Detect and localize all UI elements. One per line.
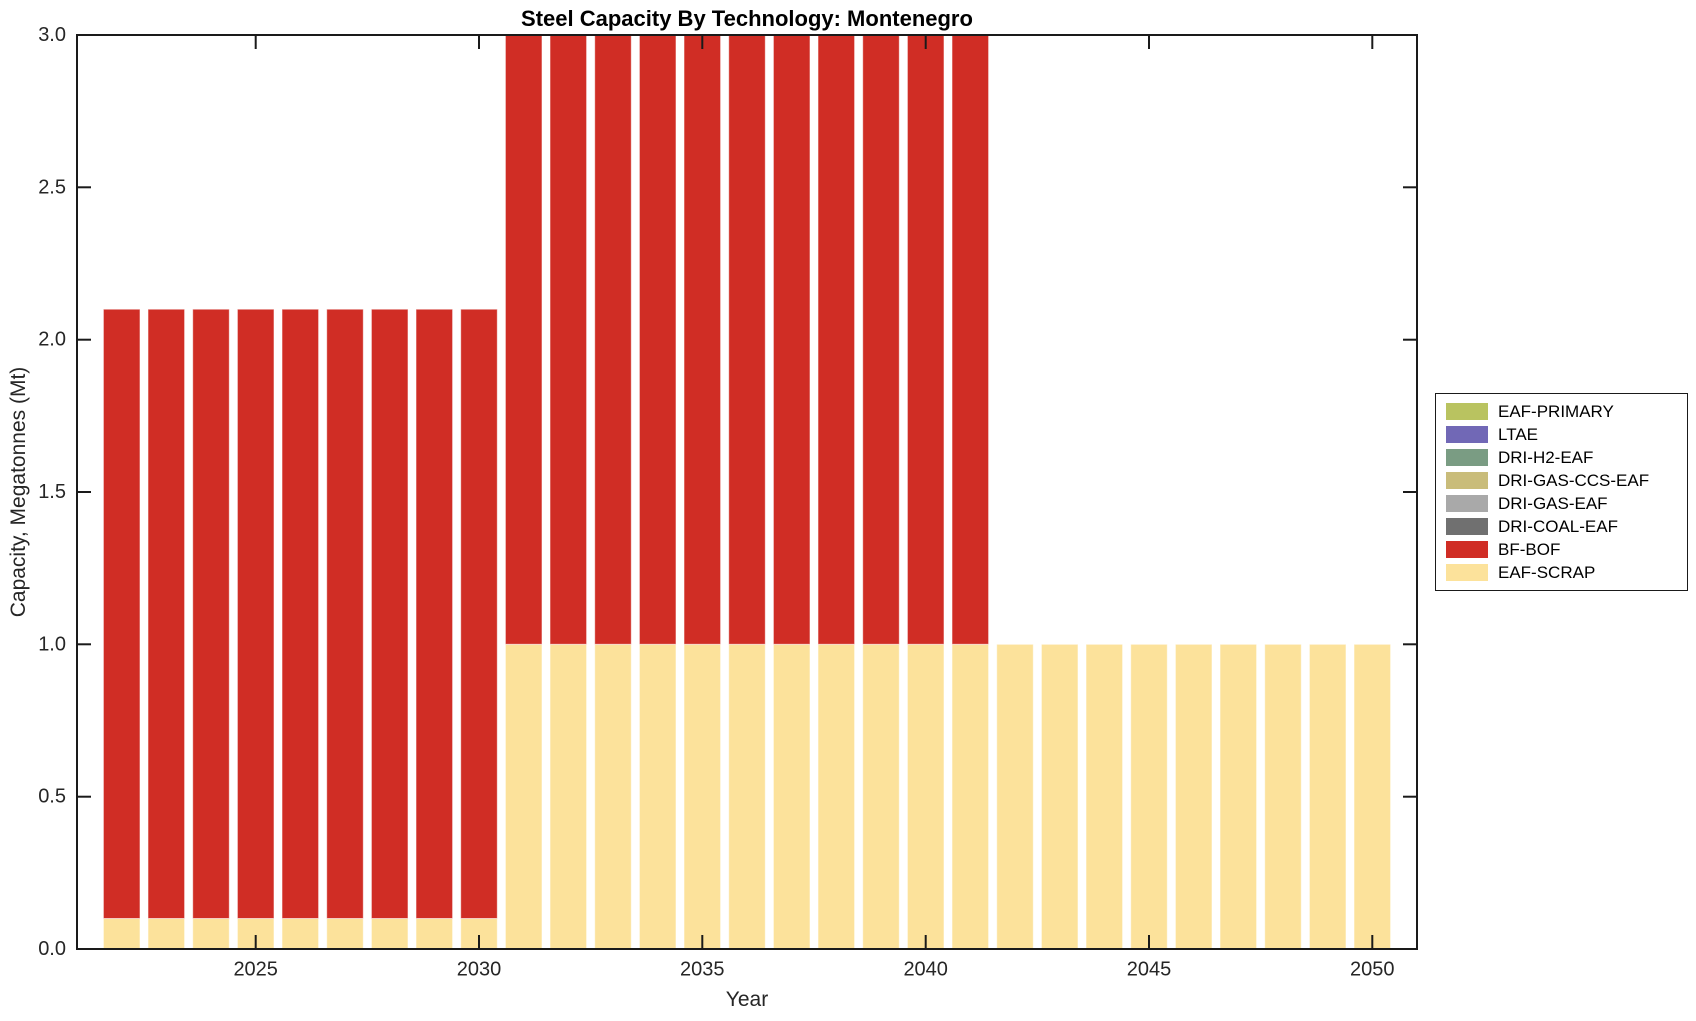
y-axis-label: Capacity, Megatonnes (Mt) (7, 366, 30, 618)
legend-swatch (1446, 426, 1488, 443)
bar-segment-EAF-SCRAP-2034 (638, 643, 677, 950)
legend-label: DRI-H2-EAF (1498, 448, 1594, 467)
legend-item-DRI-GAS-CCS-EAF: DRI-GAS-CCS-EAF (1446, 472, 1677, 489)
bar-segment-BF-BOF-2033 (594, 34, 632, 645)
y-tick-label: 1.0 (38, 633, 66, 655)
bar-segment-EAF-SCRAP-2046 (1174, 643, 1213, 950)
bar-segment-BF-BOF-2031 (504, 34, 543, 645)
y-tick-label: 2.0 (38, 329, 66, 351)
y-tick-label: 3.0 (38, 24, 66, 46)
bar-segment-BF-BOF-2028 (370, 308, 409, 919)
bar-segment-BF-BOF-2035 (683, 34, 722, 645)
bar-segment-EAF-SCRAP-2039 (862, 643, 900, 950)
legend-swatch (1446, 495, 1488, 512)
bar-segment-BF-BOF-2029 (415, 308, 454, 919)
bar-segment-EAF-SCRAP-2032 (549, 643, 588, 950)
bar-segment-EAF-SCRAP-2045 (1130, 643, 1168, 950)
bar-segment-EAF-SCRAP-2023 (147, 918, 186, 950)
bar-segment-EAF-SCRAP-2038 (817, 643, 856, 950)
legend-label: DRI-GAS-CCS-EAF (1498, 471, 1650, 490)
legend-swatch (1446, 449, 1488, 466)
legend-swatch (1446, 518, 1488, 535)
bar-segment-BF-BOF-2025 (236, 308, 275, 919)
legend-swatch (1446, 541, 1488, 558)
bar-segment-EAF-SCRAP-2049 (1308, 643, 1347, 950)
x-tick-label: 2050 (1350, 959, 1395, 981)
bar-segment-BF-BOF-2041 (951, 34, 990, 645)
legend-item-DRI-GAS-EAF: DRI-GAS-EAF (1446, 495, 1677, 512)
x-tick-label: 2025 (233, 959, 278, 981)
legend-item-EAF-SCRAP: EAF-SCRAP (1446, 564, 1677, 581)
bar-segment-BF-BOF-2032 (549, 34, 588, 645)
legend-item-EAF-PRIMARY: EAF-PRIMARY (1446, 403, 1677, 420)
x-axis-label: Year (725, 988, 769, 1011)
bar-segment-EAF-SCRAP-2040 (906, 643, 945, 950)
legend-label: DRI-GAS-EAF (1498, 494, 1608, 513)
bar-segment-BF-BOF-2027 (326, 308, 364, 919)
bar-segment-BF-BOF-2026 (281, 308, 320, 919)
bar-segment-BF-BOF-2034 (638, 34, 677, 645)
chart-title: Steel Capacity By Technology: Montenegro (521, 6, 973, 31)
legend-label: LTAE (1498, 425, 1538, 444)
bar-segment-EAF-SCRAP-2050 (1353, 643, 1392, 950)
legend-label: EAF-SCRAP (1498, 563, 1596, 582)
bar-segment-BF-BOF-2030 (460, 308, 498, 919)
bar-segment-EAF-SCRAP-2035 (683, 643, 722, 950)
x-tick-label: 2040 (903, 959, 948, 981)
y-tick-label: 0.5 (38, 786, 66, 808)
legend-swatch (1446, 403, 1488, 420)
legend-label: EAF-PRIMARY (1498, 402, 1614, 421)
bar-segment-EAF-SCRAP-2028 (370, 918, 409, 950)
bar-segment-EAF-SCRAP-2043 (1040, 643, 1079, 950)
bar-segment-EAF-SCRAP-2036 (728, 643, 766, 950)
bar-segment-BF-BOF-2036 (728, 34, 766, 645)
legend-swatch (1446, 564, 1488, 581)
bar-segment-EAF-SCRAP-2033 (594, 643, 632, 950)
bar-segment-EAF-SCRAP-2037 (772, 643, 811, 950)
y-tick-label: 0.0 (38, 938, 66, 960)
bar-segment-BF-BOF-2040 (906, 34, 945, 645)
legend-swatch (1446, 472, 1488, 489)
bar-segment-EAF-SCRAP-2031 (504, 643, 543, 950)
bar-segment-EAF-SCRAP-2041 (951, 643, 990, 950)
y-tick-label: 1.5 (38, 481, 66, 503)
bar-segment-EAF-SCRAP-2042 (996, 643, 1034, 950)
bar-segment-EAF-SCRAP-2044 (1085, 643, 1124, 950)
bar-segment-EAF-SCRAP-2022 (102, 918, 141, 950)
bar-segment-BF-BOF-2038 (817, 34, 856, 645)
bar-segment-EAF-SCRAP-2026 (281, 918, 320, 950)
bar-segment-EAF-SCRAP-2029 (415, 918, 454, 950)
bar-segment-BF-BOF-2023 (147, 308, 186, 919)
bar-segment-BF-BOF-2024 (192, 308, 230, 919)
bar-segment-BF-BOF-2039 (862, 34, 900, 645)
bar-segment-EAF-SCRAP-2048 (1264, 643, 1302, 950)
bar-segment-EAF-SCRAP-2024 (192, 918, 230, 950)
x-tick-label: 2030 (457, 959, 502, 981)
legend-label: BF-BOF (1498, 540, 1561, 559)
y-tick-label: 2.5 (38, 176, 66, 198)
x-tick-label: 2035 (680, 959, 725, 981)
bar-segment-EAF-SCRAP-2027 (326, 918, 364, 950)
legend-item-LTAE: LTAE (1446, 426, 1677, 443)
legend-item-DRI-H2-EAF: DRI-H2-EAF (1446, 449, 1677, 466)
bar-segment-BF-BOF-2022 (102, 308, 141, 919)
legend-item-DRI-COAL-EAF: DRI-COAL-EAF (1446, 518, 1677, 535)
legend-label: DRI-COAL-EAF (1498, 517, 1618, 536)
legend: EAF-PRIMARY LTAE DRI-H2-EAF DRI-GAS-CCS-EAF… (1435, 393, 1688, 591)
bar-segment-EAF-SCRAP-2047 (1219, 643, 1258, 950)
bar-segment-BF-BOF-2037 (772, 34, 811, 645)
legend-item-BF-BOF: BF-BOF (1446, 541, 1677, 558)
x-tick-label: 2045 (1127, 959, 1172, 981)
